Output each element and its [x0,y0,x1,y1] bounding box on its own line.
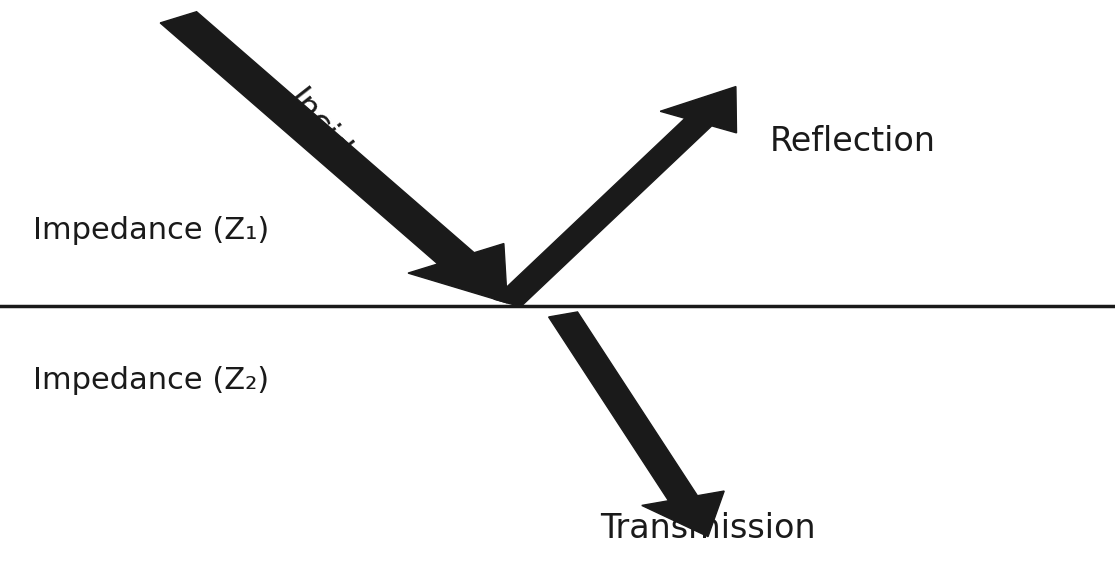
Text: Reflection: Reflection [769,125,935,158]
Polygon shape [549,312,724,537]
Text: Incident: Incident [280,84,389,210]
Text: Transmission: Transmission [600,512,816,545]
Polygon shape [494,87,737,307]
Polygon shape [161,12,507,303]
Text: Impedance (Z₁): Impedance (Z₁) [33,216,270,245]
Text: Impedance (Z₂): Impedance (Z₂) [33,366,270,395]
